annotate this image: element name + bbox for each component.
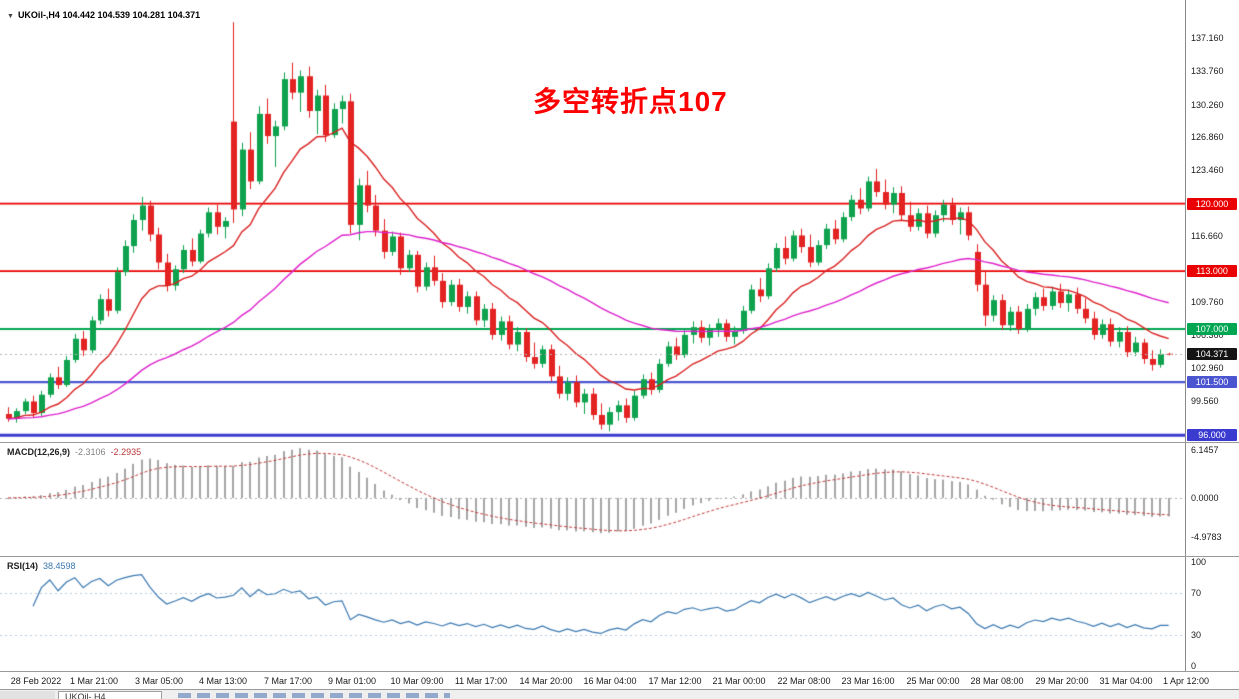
price-level-badge: 101.500 [1187,376,1237,389]
macd-indicator-canvas[interactable] [0,443,1186,556]
macd-name: MACD(12,26,9) [7,447,71,457]
price-tick: 106.360 [1191,330,1224,341]
tab-scroll-area[interactable] [0,691,55,699]
price-tick: 137.160 [1191,33,1224,44]
price-tick: 116.660 [1191,230,1223,241]
date-label: 28 Feb 2022 [10,676,62,686]
date-label: 4 Mar 13:00 [198,676,248,686]
current-price-badge: 104.371 [1187,348,1237,361]
date-label: 9 Mar 01:00 [327,676,377,686]
date-label: 29 Mar 20:00 [1035,676,1089,686]
macd-tick: -4.9783 [1191,531,1222,542]
macd-value-axis[interactable]: 6.1457 0.0000 -4.9783 [1185,443,1239,556]
pane-separator[interactable] [0,671,1239,672]
date-label: 1 Mar 21:00 [69,676,119,686]
macd-value-signal: -2.2935 [110,447,142,457]
time-axis[interactable]: 28 Feb 2022 1 Mar 21:00 3 Mar 05:00 4 Mar 1… [0,672,1239,689]
date-label: 22 Mar 08:00 [777,676,831,686]
price-tick: 99.560 [1191,395,1219,406]
date-label: 10 Mar 09:00 [390,676,444,686]
price-level-badge: 113.000 [1187,265,1237,278]
price-tick: 126.860 [1191,132,1224,143]
price-tick: 102.960 [1191,363,1224,374]
price-level-badge: 96.000 [1187,429,1237,442]
price-axis[interactable]: 137.160 133.760 130.260 126.860 123.460 116.6… [1185,0,1239,442]
date-label: 3 Mar 05:00 [134,676,184,686]
symbol-timeframe-label: UKOil-,H4 [17,10,60,20]
rsi-tick: 0 [1191,661,1197,671]
date-label: 21 Mar 00:00 [712,676,766,686]
rsi-tick: 70 [1191,588,1202,599]
date-label: 25 Mar 00:00 [906,676,960,686]
price-tick: 123.460 [1191,165,1224,176]
price-level-badge: 120.000 [1187,197,1237,210]
rsi-value-axis[interactable]: 100 70 30 0 [1185,557,1239,671]
date-label: 23 Mar 16:00 [841,676,895,686]
chart-dropdown-icon[interactable]: ▼ [7,13,14,20]
price-tick: 130.260 [1191,99,1224,110]
rsi-tick: 100 [1191,557,1207,567]
chart-title: ▼ UKOil-,H4 104.442 104.539 104.281 104.3… [7,10,200,20]
date-label: 14 Mar 20:00 [519,676,573,686]
date-label: 31 Mar 04:00 [1099,676,1153,686]
chart-tab[interactable]: UKOil-,H4 [58,691,162,699]
macd-value-main: -2.3106 [75,447,106,457]
pane-separator[interactable] [0,442,1239,443]
chart-annotation-text[interactable]: 多空转折点107 [533,86,728,117]
rsi-tick: 30 [1191,629,1202,640]
pane-separator[interactable] [0,556,1239,557]
macd-tick: 0.0000 [1191,492,1219,503]
rsi-name: RSI(14) [7,561,39,571]
date-label: 7 Mar 17:00 [263,676,313,686]
candlestick-chart-canvas[interactable] [0,0,1186,442]
macd-label: MACD(12,26,9) -2.3106 -2.2935 [7,447,141,457]
price-tick: 133.760 [1191,65,1224,76]
date-label: 11 Mar 17:00 [454,676,508,686]
rsi-label: RSI(14) 38.4598 [7,561,76,571]
rsi-value: 38.4598 [43,561,76,571]
macd-tick: 6.1457 [1191,444,1219,455]
bottom-tab-strip: UKOil-,H4 [0,689,1239,699]
status-text-clipped [178,693,450,698]
date-label: 17 Mar 12:00 [648,676,702,686]
date-label: 28 Mar 08:00 [970,676,1024,686]
date-label: 1 Apr 12:00 [1162,676,1210,686]
price-tick: 109.760 [1191,297,1224,308]
rsi-indicator-canvas[interactable] [0,557,1186,671]
date-label: 16 Mar 04:00 [583,676,637,686]
price-level-badge: 107.000 [1187,323,1237,336]
ohlc-values: 104.442 104.539 104.281 104.371 [62,10,201,20]
